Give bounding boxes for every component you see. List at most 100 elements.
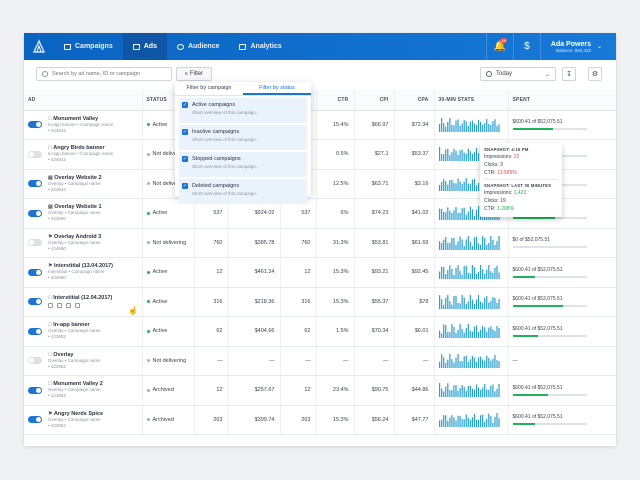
column-header[interactable]: 30-MIN STATS <box>434 90 509 111</box>
ad-name[interactable]: Overlay Android 3 <box>54 233 102 240</box>
ad-id: • 423952 <box>48 334 66 340</box>
user-menu[interactable]: Ada Powers Balance: $40,432 ⌄ <box>539 33 616 60</box>
sparkline-bar <box>471 331 473 339</box>
ad-toggle[interactable] <box>28 121 42 129</box>
sparkline-bar <box>463 356 465 368</box>
status-text: Active <box>152 298 168 305</box>
table-row[interactable]:  Monument Valley 2 Overlay • Campaign n… <box>24 375 616 406</box>
nav-item-campaigns[interactable]: Campaigns <box>54 33 123 60</box>
sparkline-bar <box>493 331 496 339</box>
sparkline-bar <box>489 385 491 398</box>
date-range-select[interactable]: Today ⌄ <box>480 67 556 81</box>
sparkline-bar <box>479 415 481 427</box>
filter-tab[interactable]: Filter by status <box>243 82 311 95</box>
nav-item-analytics[interactable]: Analytics <box>229 33 291 60</box>
download-button[interactable]: ↧ <box>562 67 576 81</box>
stats-sparkline[interactable] <box>438 294 501 309</box>
sparkline-bar <box>485 389 487 398</box>
spent-text: — <box>512 357 518 364</box>
ad-name[interactable]: In-app banner <box>48 322 89 329</box>
ad-toggle[interactable] <box>28 386 42 394</box>
spent-progress-fill <box>512 216 556 219</box>
stats-sparkline[interactable] <box>438 265 501 280</box>
sparkline-bar <box>448 390 450 398</box>
checkbox-checked-icon[interactable]: ✓ <box>182 183 188 189</box>
ad-toggle[interactable] <box>28 327 42 335</box>
ad-toggle[interactable] <box>28 239 42 247</box>
stats-sparkline[interactable] <box>438 117 501 132</box>
ad-toggle[interactable] <box>28 298 42 306</box>
stats-sparkline[interactable] <box>438 324 501 339</box>
sparkline-bar <box>493 354 496 368</box>
ad-name[interactable]: Overlay <box>48 351 73 358</box>
ad-name[interactable]: Interstitial (13.04.2017) <box>54 263 114 270</box>
ad-name[interactable]: Angry Nerds Spice <box>53 410 104 417</box>
filter-tab[interactable]: Filter by campaign <box>186 85 232 91</box>
sparkline-bar <box>461 239 463 250</box>
filter-button[interactable]: ≡ Filter <box>176 67 212 81</box>
settings-button[interactable]: ⚙ <box>588 67 602 81</box>
checkbox-checked-icon[interactable]: ✓ <box>182 129 188 135</box>
stats-sparkline[interactable] <box>438 412 501 427</box>
sparkline-bar <box>448 300 450 309</box>
spent-cell: $0 of $52,075.51 <box>508 228 616 258</box>
sparkline-bar <box>454 120 457 132</box>
sparkline-bar <box>446 121 448 132</box>
pause-icon[interactable] <box>57 303 62 309</box>
column-header[interactable]: CPI <box>354 90 395 111</box>
app-window: Campaigns Ads Audience Analytics 🔔 10 $ Ada… <box>24 33 616 446</box>
notifications-button[interactable]: 🔔 10 <box>485 33 513 60</box>
table-row[interactable]:  Overlay Overlay • Campaign name • 4239… <box>24 346 616 376</box>
checkbox-checked-icon[interactable]: ✓ <box>182 156 188 162</box>
stats-sparkline[interactable] <box>438 353 501 368</box>
chevron-down-icon: ⌄ <box>596 44 602 50</box>
sparkline-bar <box>467 125 469 132</box>
column-header[interactable]: SPENT <box>508 90 616 111</box>
table-row[interactable]: ⚑ Overlay Android 3 Overlay • Campaign n… <box>24 228 616 258</box>
ad-name[interactable]: Overlay Website 1 <box>54 204 102 211</box>
filter-option[interactable]: ✓ Deleted campaigns Short overview of this… <box>179 179 307 204</box>
delete-icon[interactable] <box>75 303 80 309</box>
column-header[interactable]: CPA <box>394 90 435 111</box>
checkbox-checked-icon[interactable]: ✓ <box>182 102 188 108</box>
tooltip-label: Impressions: <box>484 190 513 196</box>
filter-option[interactable]: ✓ Stopped campaigns Short overview of this… <box>179 152 307 177</box>
edit-icon[interactable] <box>48 303 53 309</box>
ad-name[interactable]: Interstitial (12.04.2017) <box>48 295 112 302</box>
stats-sparkline[interactable] <box>438 383 501 398</box>
billing-button[interactable]: $ <box>512 33 540 60</box>
copy-icon[interactable] <box>66 303 71 309</box>
ad-toggle[interactable] <box>28 209 42 217</box>
ad-toggle[interactable] <box>28 150 42 158</box>
filter-option-label: Active campaigns <box>192 102 236 108</box>
ad-name[interactable]: Monument Valley 2 <box>48 381 103 388</box>
search-input[interactable] <box>52 71 162 77</box>
nav-item-ads[interactable]: Ads <box>122 33 167 60</box>
table-row[interactable]:  Interstitial (12.04.2017) Active 316$21… <box>24 287 616 317</box>
filter-option[interactable]: ✓ Inactive campaigns Short overview of thi… <box>179 125 307 150</box>
ad-toggle[interactable] <box>28 416 42 424</box>
table-row[interactable]:  In-app banner Overlay • Campaign name … <box>24 316 616 347</box>
sparkline-bar <box>461 123 463 132</box>
sparkline-bar <box>491 273 493 280</box>
table-row[interactable]:  Monument Valley In-app banner • Campai… <box>24 110 616 140</box>
ad-name[interactable]: Monument Valley <box>48 115 98 122</box>
apple-icon:  <box>48 381 52 387</box>
ad-toggle[interactable] <box>28 357 42 365</box>
logo[interactable] <box>24 33 54 60</box>
sparkline-bar <box>463 418 465 427</box>
stats-sparkline[interactable] <box>438 235 501 250</box>
filter-option[interactable]: ✓ Active campaigns Short overview of this … <box>179 98 307 123</box>
ad-name[interactable]: Angry Birds banner <box>48 145 104 152</box>
table-row[interactable]: ⚑ Interstitial (13.04.2017) Interstitial… <box>24 257 616 288</box>
sparkline-bar <box>450 237 452 250</box>
ad-toggle[interactable] <box>28 180 42 188</box>
sparkline-bar <box>483 237 485 250</box>
ad-name[interactable]: Overlay Website 2 <box>54 174 102 181</box>
cell-ctr: 6% <box>316 198 355 229</box>
column-header[interactable]: CTR <box>316 90 355 111</box>
ad-toggle[interactable] <box>28 268 42 276</box>
column-header[interactable]: AD <box>24 90 143 111</box>
nav-item-audience[interactable]: Audience <box>167 33 230 60</box>
table-row[interactable]: ⚑ Angry Nerds Spice Overlay • Campaign n… <box>24 405 616 435</box>
